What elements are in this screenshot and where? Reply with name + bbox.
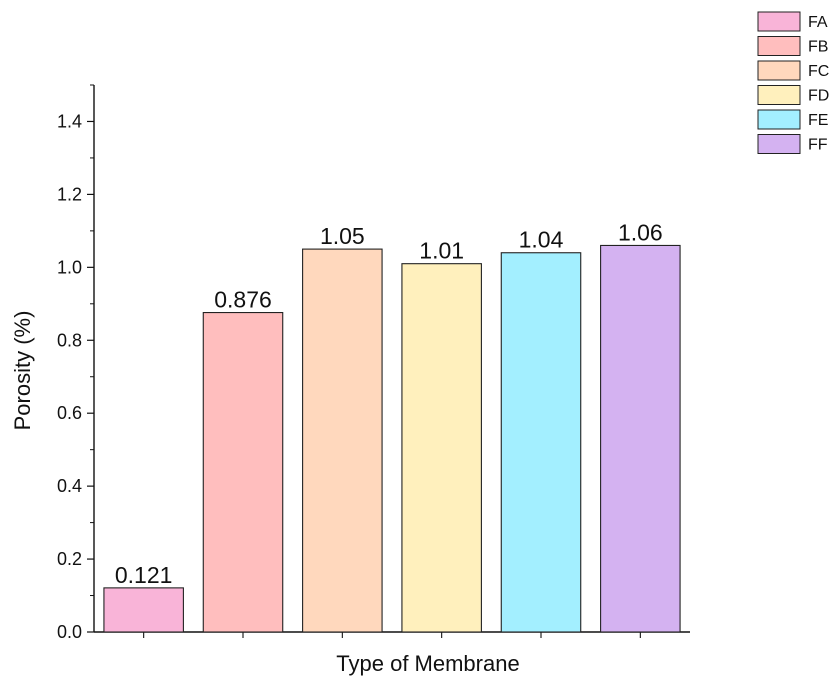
legend-swatch-fd	[757, 85, 801, 105]
data-label-fc: 1.05	[320, 223, 365, 249]
legend-swatch-fa	[757, 11, 801, 32]
data-labels: 0.121 0.876 1.05 1.01 1.04 1.06	[115, 219, 663, 587]
data-label-fe: 1.04	[519, 227, 564, 253]
legend-label-fa: FA	[808, 14, 828, 31]
y-tick-label: 0.6	[57, 403, 82, 423]
legend-swatch-fb	[757, 36, 801, 56]
bar-fe	[500, 252, 582, 633]
bar-ff	[600, 244, 681, 633]
x-axis-title: Type of Membrane	[336, 651, 519, 676]
y-tick-label: 1.2	[57, 184, 82, 204]
bar-fa	[103, 587, 184, 633]
legend-swatch-fc	[757, 60, 801, 81]
legend-label-ff: FF	[808, 137, 828, 154]
y-axis: 0.0 0.2 0.4 0.6 0.8 1.0 1.2 1.4	[57, 84, 95, 642]
data-label-fd: 1.01	[419, 238, 464, 264]
bar-fd	[401, 263, 482, 633]
data-label-ff: 1.06	[618, 219, 663, 245]
data-label-fa: 0.121	[115, 562, 173, 588]
legend-label-fe: FE	[808, 112, 828, 129]
y-tick-label: 1.0	[57, 257, 82, 277]
y-tick-label: 1.4	[57, 111, 82, 131]
y-tick-label: 0.8	[57, 330, 82, 350]
y-axis-title: Porosity (%)	[10, 311, 35, 431]
legend-label-fd: FD	[808, 88, 829, 105]
bars	[103, 244, 681, 633]
legend: FA FB FC FD FE FF	[757, 11, 829, 154]
legend-swatch-ff	[757, 134, 801, 154]
y-tick-label: 0.0	[57, 622, 82, 642]
legend-label-fb: FB	[808, 39, 828, 56]
legend-swatch-fe	[757, 109, 801, 130]
y-tick-label: 0.4	[57, 476, 82, 496]
legend-label-fc: FC	[808, 63, 829, 80]
bar-fb	[202, 312, 284, 633]
x-axis	[94, 631, 690, 638]
y-tick-label: 0.2	[57, 549, 82, 569]
bar-fc	[302, 248, 383, 633]
data-label-fb: 0.876	[214, 287, 272, 313]
